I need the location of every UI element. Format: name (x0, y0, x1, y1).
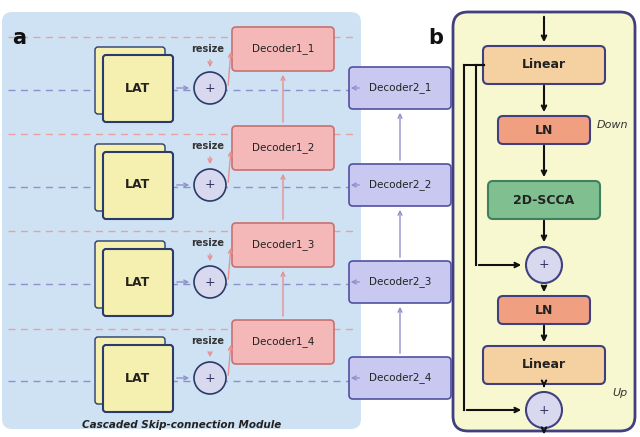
FancyBboxPatch shape (2, 12, 361, 429)
Circle shape (526, 247, 562, 283)
Text: Decoder2_2: Decoder2_2 (369, 180, 431, 191)
Text: LAT: LAT (125, 371, 150, 385)
Text: +: + (205, 81, 215, 94)
FancyBboxPatch shape (488, 181, 600, 219)
FancyBboxPatch shape (232, 126, 334, 170)
Text: Decoder1_2: Decoder1_2 (252, 142, 314, 153)
Text: Up: Up (612, 388, 628, 398)
Text: +: + (539, 259, 549, 271)
Text: resize: resize (191, 44, 225, 54)
Circle shape (526, 392, 562, 428)
Text: Decoder1_1: Decoder1_1 (252, 44, 314, 55)
Text: a: a (12, 28, 26, 48)
Text: +: + (205, 178, 215, 191)
Text: Down: Down (596, 120, 628, 130)
Text: LAT: LAT (125, 178, 150, 191)
FancyBboxPatch shape (95, 144, 165, 211)
FancyBboxPatch shape (232, 320, 334, 364)
Text: Cascaded Skip-connection Module: Cascaded Skip-connection Module (83, 420, 282, 430)
FancyBboxPatch shape (349, 67, 451, 109)
Text: Linear: Linear (522, 59, 566, 72)
Text: LAT: LAT (125, 81, 150, 94)
Text: resize: resize (191, 336, 225, 346)
FancyBboxPatch shape (349, 164, 451, 206)
Text: Decoder1_3: Decoder1_3 (252, 239, 314, 250)
FancyBboxPatch shape (498, 296, 590, 324)
Text: +: + (205, 275, 215, 288)
Circle shape (194, 169, 226, 201)
Circle shape (194, 72, 226, 104)
Text: LAT: LAT (125, 275, 150, 288)
FancyBboxPatch shape (95, 337, 165, 404)
FancyBboxPatch shape (498, 116, 590, 144)
FancyBboxPatch shape (95, 241, 165, 308)
Text: resize: resize (191, 238, 225, 248)
Text: Decoder1_4: Decoder1_4 (252, 336, 314, 347)
FancyBboxPatch shape (483, 346, 605, 384)
FancyBboxPatch shape (232, 27, 334, 71)
Text: 2D-SCCA: 2D-SCCA (513, 194, 575, 207)
FancyBboxPatch shape (453, 12, 635, 431)
FancyBboxPatch shape (103, 345, 173, 412)
FancyBboxPatch shape (232, 223, 334, 267)
FancyBboxPatch shape (103, 55, 173, 122)
FancyBboxPatch shape (349, 357, 451, 399)
FancyBboxPatch shape (103, 249, 173, 316)
Text: Decoder2_1: Decoder2_1 (369, 83, 431, 94)
Text: Decoder2_4: Decoder2_4 (369, 373, 431, 383)
FancyBboxPatch shape (483, 46, 605, 84)
Text: Decoder2_3: Decoder2_3 (369, 277, 431, 288)
Text: LN: LN (535, 124, 553, 136)
Text: resize: resize (191, 141, 225, 151)
Text: +: + (205, 371, 215, 385)
Text: Linear: Linear (522, 358, 566, 371)
Text: +: + (539, 403, 549, 416)
Circle shape (194, 266, 226, 298)
Circle shape (194, 362, 226, 394)
FancyBboxPatch shape (95, 47, 165, 114)
FancyBboxPatch shape (103, 152, 173, 219)
Text: LN: LN (535, 304, 553, 316)
Text: b: b (428, 28, 443, 48)
FancyBboxPatch shape (349, 261, 451, 303)
